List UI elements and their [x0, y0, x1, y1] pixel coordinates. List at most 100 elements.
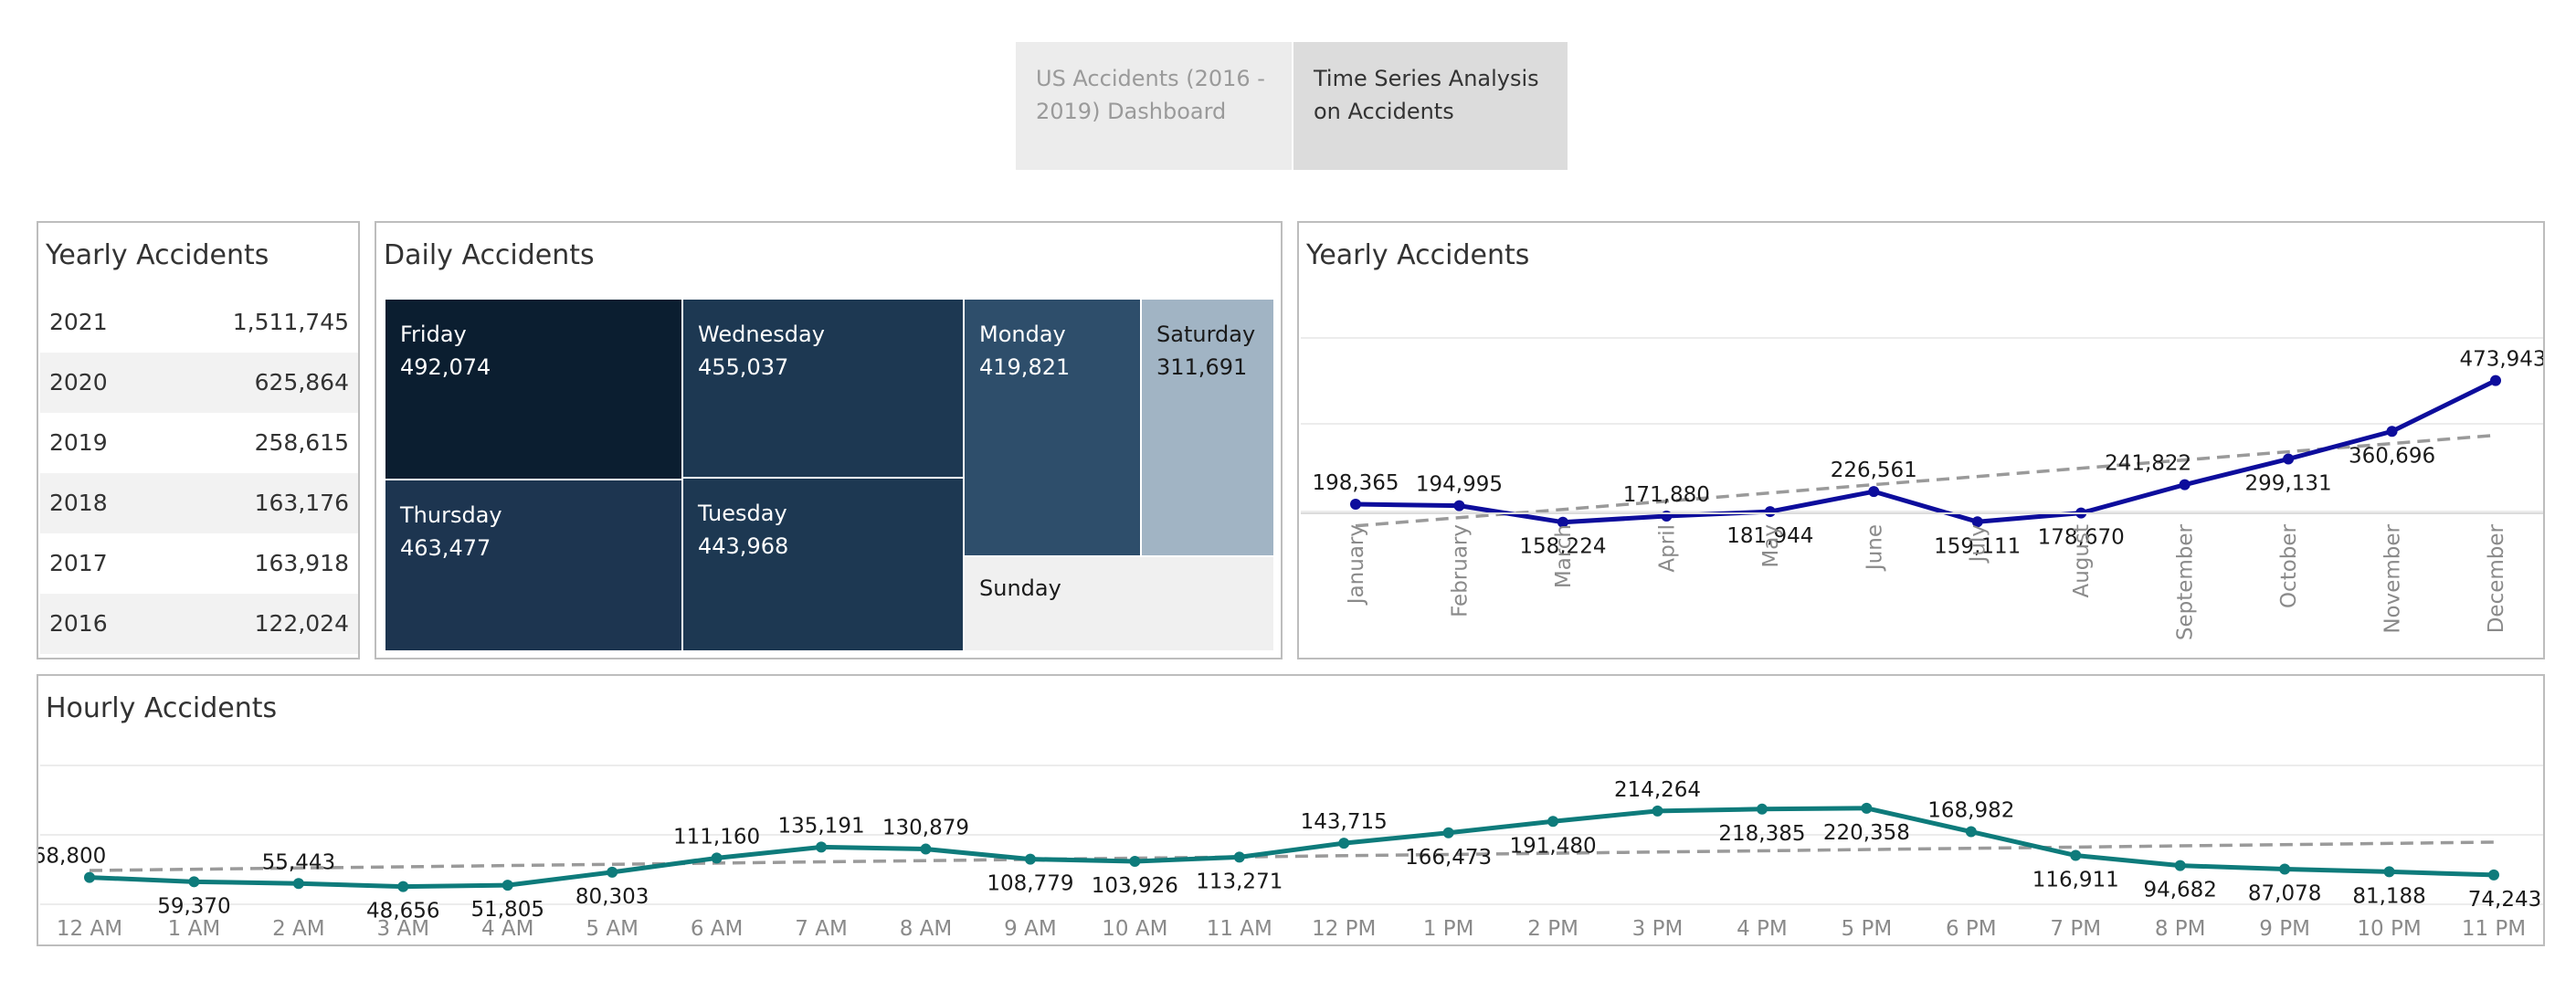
data-label: 241,822 [2105, 452, 2191, 476]
data-point [1756, 803, 1768, 815]
x-tick-label: 7 PM [2050, 917, 2101, 941]
data-point [2179, 479, 2191, 490]
data-label: 226,561 [1831, 459, 1917, 482]
data-label: 158,224 [1519, 535, 1606, 559]
data-point [1442, 827, 1454, 839]
data-point [1338, 838, 1350, 849]
table-year: 2020 [49, 369, 108, 396]
tile-wednesday[interactable]: Wednesday 455,037 [683, 300, 963, 477]
table-value: 122,024 [254, 610, 349, 637]
table-row: 2016 122,024 [40, 594, 358, 654]
data-point [397, 881, 409, 892]
hourly-accidents-chart: Hourly Accidents 68,800 59,370 55,443 48,65… [37, 674, 2545, 946]
data-label: 55,443 [262, 850, 335, 874]
data-label: 166,473 [1405, 846, 1492, 870]
tab-dashboard[interactable]: US Accidents (2016 - 2019) Dashboard [1016, 42, 1292, 170]
tile-saturday[interactable]: Saturday 311,691 [1142, 300, 1273, 555]
data-label: 171,880 [1623, 483, 1710, 507]
tile-tuesday[interactable]: Tuesday 443,968 [683, 479, 963, 650]
data-label: 111,160 [673, 825, 760, 849]
data-label: 218,385 [1718, 822, 1805, 846]
table-year: 2019 [49, 429, 108, 456]
x-tick-label: 11 PM [2462, 917, 2526, 941]
table-year: 2021 [49, 309, 108, 335]
data-label: 108,779 [987, 872, 1073, 896]
data-point [84, 871, 95, 883]
x-tick-label: September [2174, 523, 2198, 640]
data-label: 214,264 [1614, 778, 1701, 802]
tile-value: 443,968 [698, 533, 789, 559]
daily-title: Daily Accidents [384, 239, 595, 271]
data-point [292, 878, 304, 890]
monthly-title: Yearly Accidents [1306, 239, 1530, 271]
data-point [1233, 851, 1245, 863]
table-value: 258,615 [254, 429, 349, 456]
tile-monday[interactable]: Monday 419,821 [965, 300, 1140, 555]
data-label: 181,944 [1726, 524, 1813, 548]
x-tick-label: 11 AM [1207, 917, 1272, 941]
x-tick-label: 10 PM [2357, 917, 2421, 941]
x-tick-label: November [2381, 523, 2405, 633]
data-label: 48,656 [366, 900, 439, 923]
data-point [2070, 849, 2082, 861]
table-value: 163,176 [254, 490, 349, 516]
x-tick-label: 1 AM [168, 917, 221, 941]
x-tick-label: 9 PM [2259, 917, 2310, 941]
tile-value: 419,821 [979, 354, 1071, 380]
x-tick-label: 2 AM [272, 917, 325, 941]
data-point [1453, 500, 1465, 512]
x-tick-label: July [1967, 524, 1990, 564]
monthly-accidents-chart: Yearly Accidents 198,365 194,995 158,224 17… [1297, 221, 2545, 659]
tile-thursday[interactable]: Thursday 463,477 [385, 480, 681, 650]
series-line [89, 806, 2495, 890]
x-tick-label: 10 AM [1102, 917, 1167, 941]
x-tick-label: 7 AM [795, 917, 848, 941]
series-line [1355, 378, 2497, 525]
data-point [1024, 853, 1036, 865]
x-tick-label: 1 PM [1423, 917, 1474, 941]
data-point [920, 843, 932, 855]
tile-sunday[interactable]: Sunday [965, 557, 1273, 650]
hourly-line-svg: 68,800 59,370 55,443 48,656 51,805 80,303 111,… [38, 765, 2543, 941]
data-point [2386, 426, 2398, 438]
tile-day: Tuesday [698, 501, 787, 526]
data-point [1861, 802, 1873, 814]
x-tick-label: June [1863, 524, 1886, 572]
data-point [2283, 453, 2295, 465]
data-label: 130,879 [882, 817, 969, 840]
x-tick-label: 9 AM [1004, 917, 1057, 941]
data-point [1868, 486, 1880, 498]
data-label: 113,271 [1196, 870, 1283, 893]
x-tick-label: October [2277, 523, 2301, 608]
data-label: 51,805 [470, 898, 544, 922]
data-label: 103,926 [1092, 874, 1178, 898]
tile-value: 311,691 [1156, 354, 1248, 380]
x-tick-label: 5 PM [1842, 917, 1893, 941]
data-label: 81,188 [2352, 884, 2425, 908]
table-row: 2019 258,615 [40, 413, 358, 473]
x-tick-label: 4 PM [1737, 917, 1788, 941]
yearly-table-title: Yearly Accidents [46, 239, 269, 271]
x-tick-label: December [2485, 523, 2508, 633]
data-label: 198,365 [1312, 471, 1399, 495]
x-tick-label: 12 AM [57, 917, 122, 941]
data-label: 94,682 [2143, 879, 2216, 902]
data-label: 135,191 [777, 814, 864, 838]
data-point [2279, 863, 2291, 875]
tile-value: 463,477 [400, 535, 491, 561]
hourly-title: Hourly Accidents [46, 692, 278, 724]
data-point [2383, 866, 2395, 878]
tab-time-series[interactable]: Time Series Analysis on Accidents [1293, 42, 1568, 170]
x-tick-label: 3 PM [1632, 917, 1684, 941]
data-label: 87,078 [2248, 881, 2321, 905]
tile-friday[interactable]: Friday 492,074 [385, 300, 681, 479]
x-tick-label: April [1655, 524, 1679, 573]
data-label: 194,995 [1416, 473, 1503, 497]
x-tick-label: 12 PM [1312, 917, 1376, 941]
data-point [501, 880, 513, 891]
data-label: 473,943 [2459, 348, 2543, 372]
data-label: 159,111 [1934, 534, 2021, 558]
table-year: 2017 [49, 550, 108, 576]
x-tick-label: August [2070, 524, 2094, 598]
data-label: 191,480 [1510, 834, 1597, 858]
